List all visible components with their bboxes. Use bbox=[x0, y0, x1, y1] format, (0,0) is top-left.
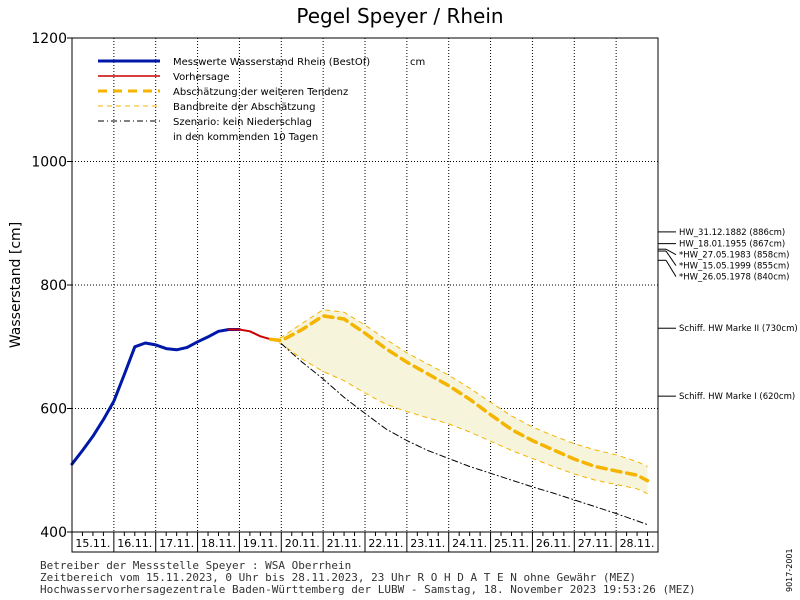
chart-title: Pegel Speyer / Rhein bbox=[296, 4, 503, 28]
legend-label: Messwerte Wasserstand Rhein (BestOf) bbox=[173, 57, 370, 68]
footer-operator: Betreiber der Messstelle Speyer : WSA Ob… bbox=[40, 559, 351, 572]
reference-label: *HW_27.05.1983 (858cm) bbox=[679, 251, 789, 261]
no-rain-scenario-line bbox=[280, 343, 648, 526]
y-tick-label: 600 bbox=[40, 402, 67, 418]
reference-label: Schiff. HW Marke I (620cm) bbox=[679, 392, 795, 402]
reference-label: HW_31.12.1882 (886cm) bbox=[679, 228, 785, 238]
x-tick-label: 28.11. bbox=[620, 537, 655, 550]
x-tick-label: 25.11. bbox=[494, 537, 529, 550]
legend-label: Vorhersage bbox=[173, 72, 230, 83]
measured-series-line bbox=[70, 328, 241, 466]
legend: Messwerte Wasserstand Rhein (BestOf) cm Vo… bbox=[98, 57, 425, 143]
side-code: 9017-2001 bbox=[785, 548, 794, 592]
x-tick-label: 21.11. bbox=[327, 537, 362, 550]
tendency-series-line bbox=[269, 314, 650, 483]
forecast-series-line bbox=[228, 328, 272, 341]
y-tick-label: 400 bbox=[40, 525, 67, 541]
x-tick-label: 20.11. bbox=[285, 537, 320, 550]
band-lower-line bbox=[270, 338, 648, 495]
day-axis: 15.11. 16.11. 17.11. 18.11. 19.11. 20.11. 21.1… bbox=[71, 531, 659, 553]
legend-label: in den kommenden 10 Tagen bbox=[173, 132, 318, 143]
x-tick-label: 18.11. bbox=[201, 537, 236, 550]
reference-marks: HW_31.12.1882 (886cm) HW_18.01.1955 (867c… bbox=[658, 228, 798, 402]
y-tick-label: 800 bbox=[40, 278, 67, 294]
y-axis-label: Wasserstand [cm] bbox=[8, 222, 24, 348]
x-tick-label: 24.11. bbox=[452, 537, 487, 550]
footer-time-range: Zeitbereich vom 15.11.2023, 0 Uhr bis 28… bbox=[40, 571, 636, 584]
reference-label: *HW_15.05.1999 (855cm) bbox=[679, 262, 789, 272]
y-tick-label: 1200 bbox=[31, 31, 67, 47]
x-tick-label: 26.11. bbox=[536, 537, 571, 550]
y-ticks: 400 600 800 1000 1200 bbox=[31, 31, 72, 541]
reference-label: *HW_26.05.1978 (840cm) bbox=[679, 273, 789, 283]
y-tick-label: 1000 bbox=[31, 155, 67, 171]
legend-label: Bandbreite der Abschätzung bbox=[173, 102, 315, 113]
x-tick-label: 19.11. bbox=[243, 537, 278, 550]
reference-leader bbox=[665, 248, 677, 256]
reference-leader bbox=[665, 260, 677, 277]
band-upper-line bbox=[270, 309, 648, 467]
reference-leader bbox=[665, 250, 677, 266]
footer-center: Hochwasservorhersagezentrale Baden-Württ… bbox=[40, 583, 696, 596]
x-tick-label: 22.11. bbox=[368, 537, 403, 550]
x-tick-label: 17.11. bbox=[159, 537, 194, 550]
legend-label: Abschätzung der weiteren Tendenz bbox=[173, 87, 348, 98]
legend-label: Szenario: kein Niederschlag bbox=[173, 117, 312, 128]
band-layer bbox=[270, 309, 648, 495]
band-fill bbox=[270, 309, 648, 494]
series-layer bbox=[70, 314, 650, 526]
reference-label: Schiff. HW Marke II (730cm) bbox=[679, 324, 798, 334]
legend-unit: cm bbox=[410, 57, 425, 68]
x-tick-label: 15.11. bbox=[75, 537, 110, 550]
x-tick-label: 23.11. bbox=[410, 537, 445, 550]
reference-label: HW_18.01.1955 (867cm) bbox=[679, 240, 785, 250]
x-tick-label: 16.11. bbox=[117, 537, 152, 550]
x-tick-label: 27.11. bbox=[578, 537, 613, 550]
